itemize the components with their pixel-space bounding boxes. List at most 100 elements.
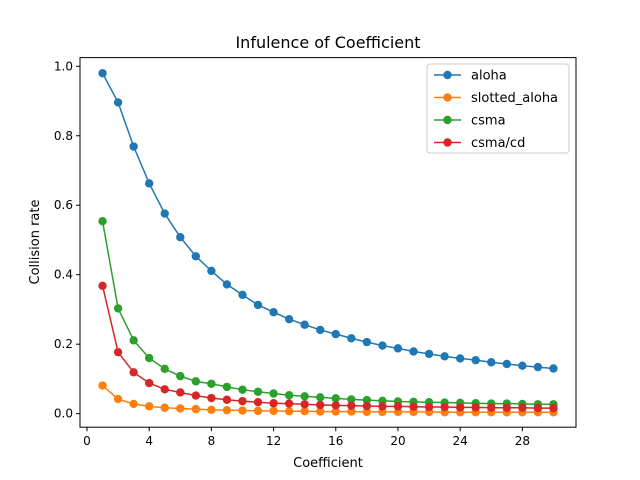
data-point-csma [113,304,123,313]
data-point-csma-cd [316,400,325,410]
data-point-aloha [424,349,434,359]
data-point-csma-cd [253,397,263,407]
data-point-csma [144,353,154,363]
data-point-csma-cd [238,396,247,406]
data-point-csma-cd [207,393,216,403]
data-point-aloha [378,341,387,350]
data-point-csma-cd [455,403,465,412]
data-point-csma-cd [300,400,309,409]
data-point-aloha [191,252,201,261]
data-point-aloha [455,354,465,363]
data-point-aloha [316,325,325,335]
legend-label-csma-cd: csma/cd [471,136,525,151]
data-point-aloha [393,344,403,353]
data-point-csma [222,382,232,392]
y-tick-label: 0.6 [54,198,73,212]
data-point-aloha [300,320,309,329]
y-tick-label: 0.2 [54,337,73,351]
legend-marker-slotted-aloha [443,93,452,102]
data-point-aloha [533,362,543,372]
data-point-csma-cd [533,403,543,413]
y-tick-label: 0.4 [54,268,73,282]
data-point-csma-cd [362,401,372,411]
data-point-csma [191,377,201,386]
data-point-csma-cd [347,401,356,410]
data-point-csma-cd [284,399,294,408]
data-point-slotted-aloha [238,406,247,415]
legend-label-csma: csma [471,114,506,129]
data-point-aloha [331,329,340,339]
data-point-csma [98,217,107,226]
x-tick-label: 24 [453,434,468,448]
data-point-aloha [284,314,294,324]
data-point-aloha [98,69,107,78]
data-point-aloha [347,334,356,343]
data-point-csma-cd [409,402,418,411]
data-point-aloha [471,355,480,365]
data-point-csma-cd [98,281,107,291]
data-point-csma-cd [176,388,185,397]
x-tick-label: 4 [145,434,153,448]
x-axis-label: Coefficient [293,456,363,471]
legend-marker-aloha [443,70,452,80]
data-point-slotted-aloha [284,407,294,416]
data-point-slotted-aloha [98,381,107,390]
plot-area: 0 4 8 12 16 20 24 28 0.0 0.2 0.4 0.6 0.8 1.0 [54,59,558,448]
data-point-slotted-aloha [176,404,185,413]
data-point-csma [253,387,263,396]
x-tick-label: 20 [390,434,405,448]
data-point-csma [269,389,278,398]
data-point-csma [129,336,138,345]
data-point-aloha [129,142,138,151]
data-point-slotted-aloha [347,407,356,416]
data-point-csma-cd [160,385,169,394]
data-point-aloha [409,347,418,356]
data-point-aloha [549,364,558,373]
data-point-csma [160,364,169,374]
data-point-csma-cd [440,402,449,412]
data-point-aloha [502,359,512,369]
data-point-aloha [362,337,372,347]
data-point-slotted-aloha [222,405,232,415]
data-point-aloha [144,179,154,188]
data-point-slotted-aloha [300,407,309,416]
y-axis-label: Collision rate [28,200,43,285]
y-tick-label: 0.0 [54,407,73,421]
legend-box [426,63,570,154]
legend-marker-csma [443,115,452,125]
data-point-aloha [238,290,247,300]
data-point-csma [238,385,247,394]
x-tick-label: 28 [515,434,530,448]
data-point-aloha [207,266,216,276]
data-point-csma-cd [144,378,154,388]
legend-label-slotted-aloha: slotted_aloha [471,91,558,106]
data-point-aloha [518,361,527,370]
data-point-aloha [440,352,449,361]
data-point-csma-cd [549,403,558,413]
data-point-aloha [269,308,278,317]
data-point-slotted-aloha [207,405,216,415]
data-point-csma [176,371,185,381]
data-point-csma [207,379,216,388]
data-point-slotted-aloha [144,402,154,411]
data-point-csma-cd [471,403,480,412]
data-point-csma [347,395,356,404]
data-point-csma [331,394,340,403]
data-point-slotted-aloha [316,407,325,416]
legend-label-aloha: aloha [471,69,507,84]
x-tick-label: 16 [328,434,343,448]
data-point-csma [300,392,309,401]
y-tick-label: 1.0 [54,59,73,73]
data-point-csma [316,393,325,402]
data-point-csma-cd [191,391,201,400]
y-tick-label: 0.8 [54,129,73,143]
x-tick-label: 0 [83,434,91,448]
data-point-slotted-aloha [160,403,169,412]
data-point-aloha [160,209,169,218]
chart-title: Infulence of Coefficient [235,33,420,52]
data-point-slotted-aloha [113,394,123,404]
data-point-csma-cd [502,403,512,412]
data-point-slotted-aloha [362,407,372,417]
data-point-csma-cd [393,402,403,411]
